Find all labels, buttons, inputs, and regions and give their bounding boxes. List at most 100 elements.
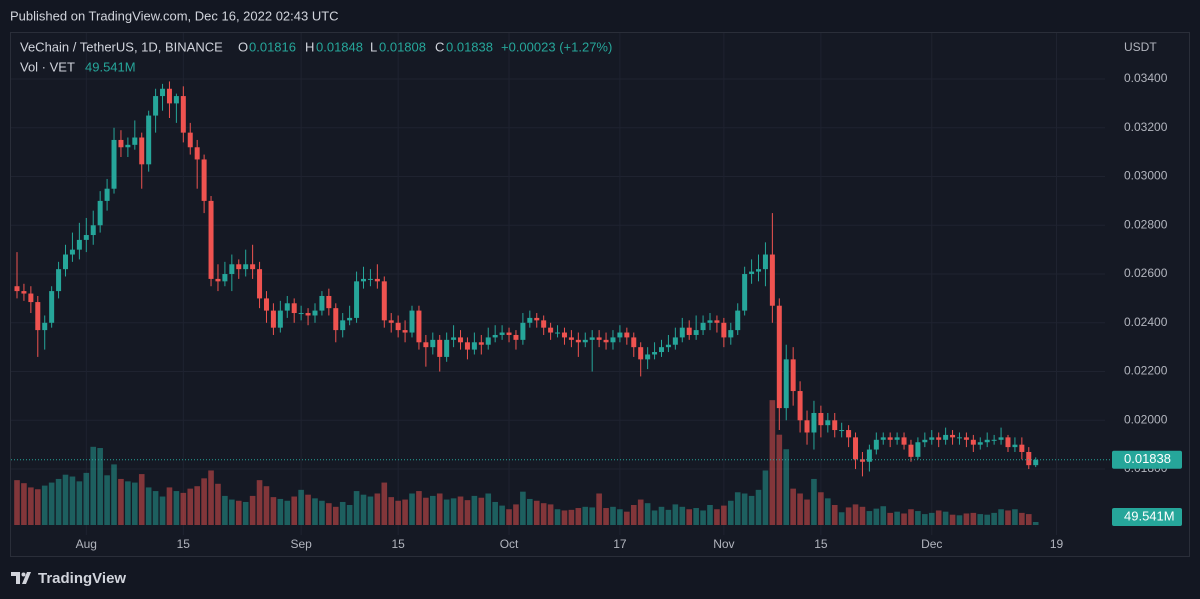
logo-dot [21,572,26,577]
volume-bar [790,488,796,525]
volume-bar [630,505,637,525]
candle-body [305,313,311,316]
candle-body [395,322,401,331]
volume-bar [242,501,249,525]
candle-body [409,310,415,333]
volume-bar [235,500,242,525]
volume-bar [499,505,505,525]
candle-body [76,239,82,250]
volume-bar [443,499,450,525]
volume-bar [69,476,76,525]
candle-body [194,147,200,160]
volume-bar [298,489,304,525]
volume-bar [520,491,526,525]
volume-bar [111,464,117,525]
candle-body [111,139,117,189]
volume-bar [229,499,235,525]
volume-bar [679,506,686,525]
candle-body [464,342,470,350]
volume-bar [305,494,311,525]
volume-bar [887,512,893,525]
published-note: Published on TradingView.com, Dec 16, 20… [10,8,339,23]
candle-body [839,430,845,432]
candle-body [42,322,48,331]
candle-body [270,310,276,328]
volume-bar [561,510,568,525]
candle-body [832,420,838,431]
candle-body [956,437,962,439]
candle-body [187,132,193,148]
candle-body [631,337,637,348]
legend-close: 0.01838 [446,39,493,54]
candle-body [818,412,824,426]
candle-body [804,420,810,433]
volume-bar [769,400,776,525]
volume-bar [603,508,609,525]
volume-bar [1025,514,1032,525]
candle-body [347,317,353,321]
volume-bar [492,501,498,525]
volume-bar [928,512,935,525]
volume-bar [984,514,990,525]
volume-bar [312,498,318,525]
volume-bar [845,507,852,525]
volume-bar [166,487,173,525]
volume-bar [741,493,748,525]
volume-bar [811,478,817,525]
candle-body [735,310,741,331]
candle-body [361,278,366,282]
volume-bar [55,478,62,525]
volume-bar [998,509,1004,525]
x-tick-label: 19 [1050,537,1064,551]
candle-body [825,420,831,426]
candle-body [229,264,235,275]
candle-body [1012,444,1018,448]
legend-c: C [435,39,444,54]
volume-bar [201,478,207,525]
candle-body [811,412,817,433]
volume-bar [956,515,963,525]
volume-bar [256,480,263,525]
y-tick-label: 0.03200 [1124,120,1168,134]
candle-body [354,281,360,318]
volume-bar [132,482,138,525]
candle-body [28,293,34,303]
symbol: VeChain / TetherUS, 1D, BINANCE [20,39,223,54]
price-badge-label: 0.01838 [1124,451,1171,466]
candle-body [21,291,27,294]
candle-body [381,281,387,321]
x-tick-label: 15 [814,537,828,551]
candle-body [83,235,89,240]
x-tick-label: Oct [500,537,519,551]
volume-bar [1012,509,1018,525]
candle-body [783,359,789,409]
volume-bar [707,505,713,525]
volume-bar [506,509,512,525]
volume-bar [540,503,547,525]
candle-body [56,269,62,292]
volume-bar [125,481,131,525]
volume-bar [644,503,651,525]
volume-bar [353,491,360,525]
candle-body [679,327,685,338]
candle-body [416,310,422,343]
candle-body [638,347,644,360]
volume-bar [935,510,942,525]
candle-body [340,320,346,331]
candle-body [915,442,921,457]
legend-h: H [305,39,314,54]
candle-body [298,313,304,315]
candle-body [146,115,152,165]
candle-body [458,337,464,343]
volume-bar [339,501,346,525]
candle-body [160,88,166,97]
volume-bar [152,491,159,525]
volume-bar [949,514,956,525]
candle-body [499,332,505,335]
candle-body [693,330,699,335]
candle-body [998,437,1004,440]
candle-body [388,320,394,323]
volume-bar [596,493,602,525]
candle-body [645,354,651,360]
candle-body [478,342,484,345]
